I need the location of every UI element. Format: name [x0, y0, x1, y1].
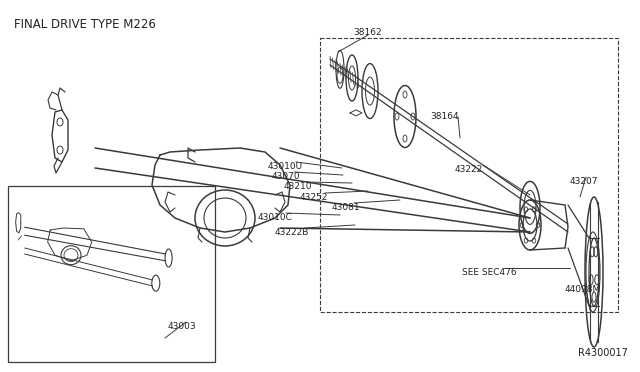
Text: R4300017: R4300017 [578, 348, 628, 358]
Text: 43010U: 43010U [268, 162, 303, 171]
Text: FINAL DRIVE TYPE M226: FINAL DRIVE TYPE M226 [14, 18, 156, 31]
Text: 43210: 43210 [284, 182, 312, 191]
Text: 43252: 43252 [300, 193, 328, 202]
Text: 43222B: 43222B [275, 228, 309, 237]
Bar [8, 186, 215, 362]
Text: 38162: 38162 [354, 28, 382, 37]
Text: 44098M: 44098M [565, 285, 601, 294]
Text: 43003: 43003 [168, 322, 196, 331]
Text: 43070: 43070 [272, 172, 301, 181]
Text: 43010C: 43010C [258, 213, 293, 222]
Text: 43081: 43081 [332, 203, 360, 212]
Text: SEE SEC476: SEE SEC476 [462, 268, 516, 277]
Bar [320, 38, 618, 312]
Text: 38164: 38164 [430, 112, 459, 121]
Text: 43222: 43222 [455, 165, 483, 174]
Text: 43207: 43207 [570, 177, 598, 186]
